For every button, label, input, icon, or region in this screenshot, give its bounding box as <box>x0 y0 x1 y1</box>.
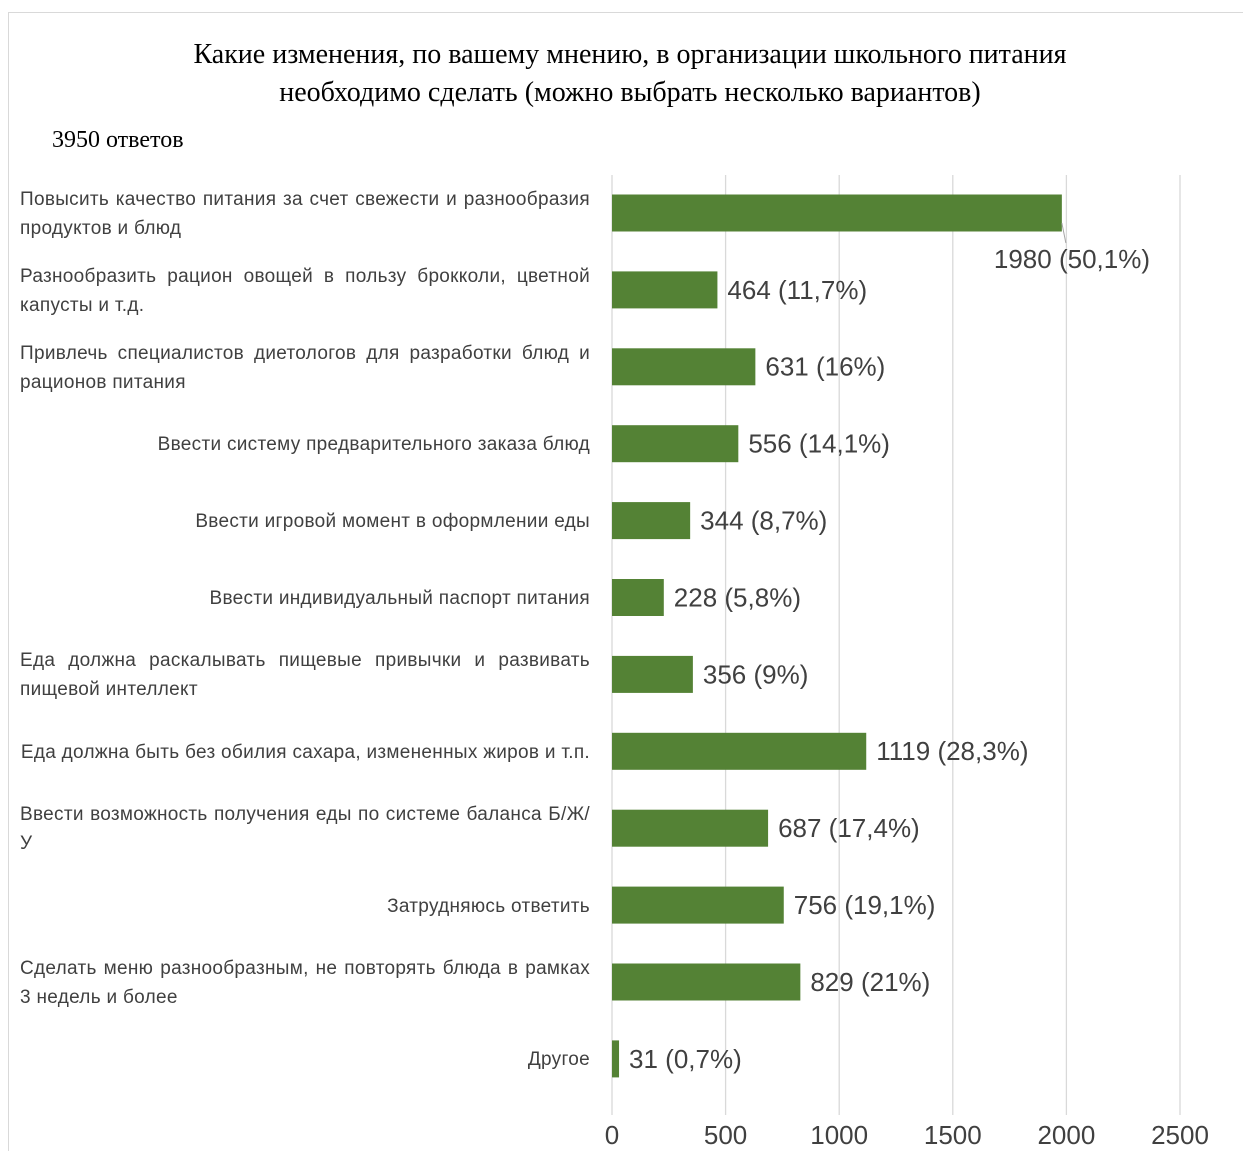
value-label: 31 (0,7%) <box>629 1044 742 1074</box>
bar <box>612 886 784 924</box>
chart-subtitle: 3950 ответов <box>52 127 184 153</box>
bar <box>612 271 718 309</box>
value-label: 1980 (50,1%) <box>994 244 1150 274</box>
x-tick-label: 2500 <box>1151 1120 1209 1150</box>
value-label: 228 (5,8%) <box>674 582 801 612</box>
category-label: Разнообразить рацион овощей в пользу бро… <box>20 265 590 316</box>
category-label: Привлечь специалистов диетологов для раз… <box>20 342 590 393</box>
x-tick-label: 1500 <box>924 1120 982 1150</box>
category-label: Повысить качество питания за счет свежес… <box>20 189 590 239</box>
chart-frame <box>8 12 1243 1151</box>
category-label: Ввести индивидуальный паспорт питания <box>209 588 590 609</box>
value-label: 464 (11,7%) <box>727 275 867 305</box>
category-label: Сделать меню разнообразным, не повторять… <box>20 958 590 1008</box>
value-label: 756 (19,1%) <box>794 890 936 920</box>
x-tick-label: 1000 <box>810 1120 868 1150</box>
bar <box>612 425 739 463</box>
x-tick-label: 0 <box>605 1120 619 1150</box>
value-label: 631 (16%) <box>765 352 885 382</box>
bar <box>612 1040 620 1078</box>
x-tick-label: 500 <box>704 1120 747 1150</box>
bar <box>612 502 691 540</box>
category-label: Ввести игровой момент в оформлении еды <box>195 511 590 533</box>
value-label: 829 (21%) <box>810 967 930 997</box>
leader-line <box>1061 222 1067 244</box>
value-label: 344 (8,7%) <box>700 505 827 535</box>
chart-title: Какие изменения, по вашему мнению, в орг… <box>193 39 1067 108</box>
bar <box>612 963 801 1001</box>
bar <box>612 194 1062 232</box>
category-label: Ввести возможность получения еды по сист… <box>20 804 590 855</box>
bar <box>612 579 664 616</box>
bar <box>612 348 756 386</box>
bar <box>612 732 867 770</box>
category-label: Ввести систему предварительного заказа б… <box>157 434 590 456</box>
value-label: 1119 (28,3%) <box>876 736 1028 766</box>
category-label: Еда должна раскалывать пищевые привычки … <box>20 650 590 701</box>
category-label: Затрудняюсь ответить <box>387 895 590 917</box>
value-label: 356 (9%) <box>703 659 809 689</box>
category-label: Еда должна быть без обилия сахара, измен… <box>20 741 590 763</box>
bar <box>612 655 693 693</box>
bar <box>612 809 769 847</box>
value-label: 687 (17,4%) <box>778 813 920 843</box>
x-tick-label: 2000 <box>1037 1120 1095 1150</box>
category-label: Другое <box>527 1049 590 1071</box>
value-label: 556 (14,1%) <box>748 429 890 459</box>
